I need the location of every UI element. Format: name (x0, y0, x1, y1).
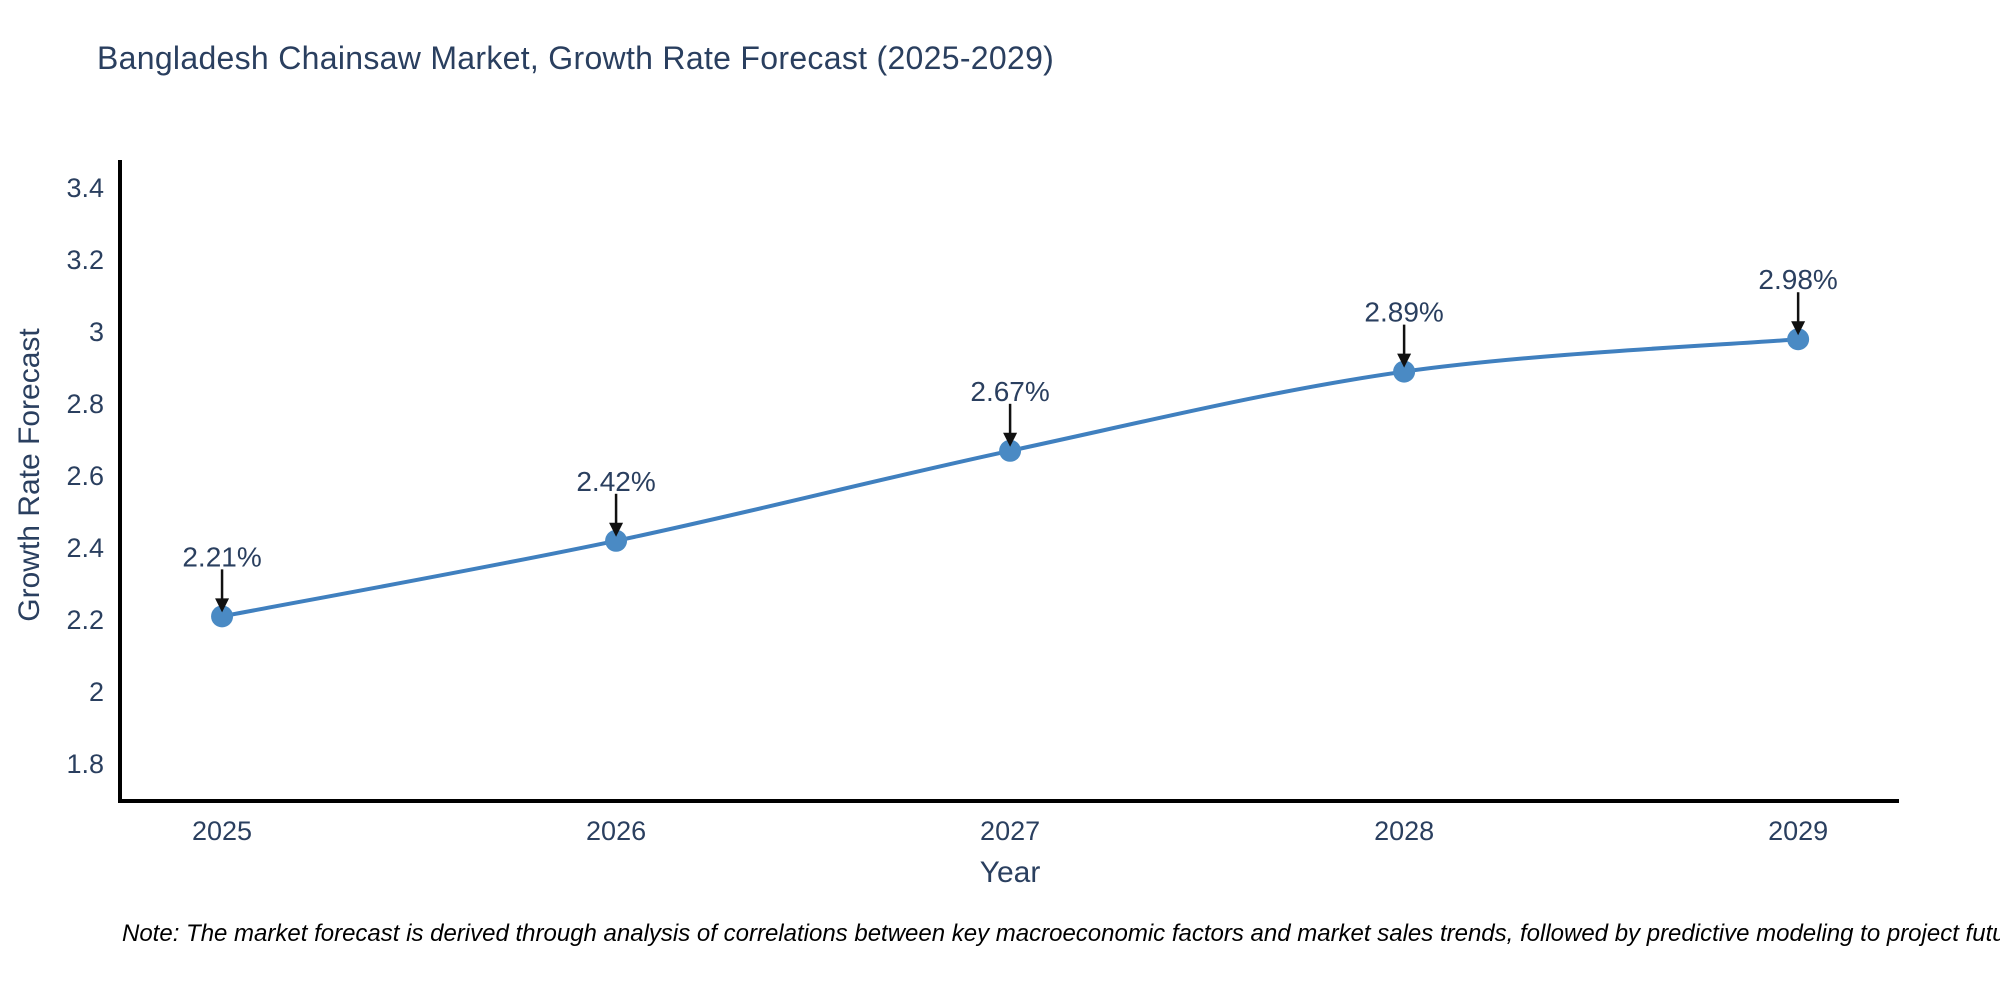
x-tick-label: 2028 (1374, 816, 1434, 846)
y-tick-label: 2.2 (66, 605, 104, 635)
x-tick-label: 2027 (980, 816, 1040, 846)
chart-title: Bangladesh Chainsaw Market, Growth Rate … (97, 40, 1055, 76)
data-point-marker (999, 439, 1022, 462)
y-tick-label: 2.8 (66, 389, 104, 419)
annotation-label: 2.98% (1758, 264, 1837, 295)
data-point-marker (211, 605, 234, 628)
annotation-arrowhead-icon (1397, 353, 1412, 368)
annotation-arrowhead-icon (609, 522, 624, 537)
footnote: Note: The market forecast is derived thr… (122, 920, 2000, 947)
annotation-label: 2.67% (970, 376, 1049, 407)
x-tick-label: 2025 (192, 816, 252, 846)
annotation-arrowhead-icon (215, 598, 230, 613)
y-tick-label: 2.4 (66, 533, 104, 563)
data-point-marker (605, 529, 628, 552)
annotation-arrowhead-icon (1791, 321, 1806, 336)
annotation-arrowhead-icon (1003, 432, 1018, 447)
x-axis-title: Year (979, 856, 1041, 889)
y-tick-label: 2 (89, 677, 104, 707)
data-point-marker (1787, 328, 1810, 351)
x-tick-label: 2026 (586, 816, 646, 846)
y-tick-label: 3.2 (66, 245, 104, 275)
y-tick-label: 3 (89, 317, 104, 347)
annotation-label: 2.21% (182, 541, 261, 572)
y-tick-label: 3.4 (66, 173, 104, 203)
annotation-label: 2.42% (576, 466, 655, 497)
y-tick-label: 1.8 (66, 749, 104, 779)
data-point-marker (1393, 360, 1416, 383)
annotation-label: 2.89% (1364, 297, 1443, 328)
x-tick-label: 2029 (1768, 816, 1828, 846)
y-tick-label: 2.6 (66, 461, 104, 491)
